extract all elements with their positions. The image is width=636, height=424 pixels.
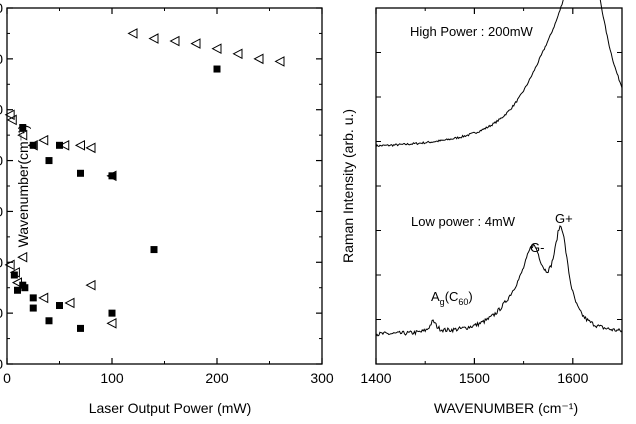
left-ticks: 0 100 200 300 1540 1550 1560 1570 1580 1590 1600 16… bbox=[0, 0, 334, 386]
data-point-triangle bbox=[17, 129, 28, 141]
left-y-tick-label: 1610 bbox=[0, 0, 3, 16]
right-x-tick-label: 1600 bbox=[557, 370, 588, 386]
annotation-ag-main: A bbox=[431, 289, 440, 304]
spectrum-line-low-power bbox=[375, 225, 623, 337]
data-point-triangle bbox=[274, 56, 285, 67]
data-point-square bbox=[108, 172, 116, 180]
data-point-square bbox=[14, 286, 21, 294]
data-point-square bbox=[213, 65, 221, 73]
data-point-square bbox=[150, 246, 158, 254]
data-point-triangle bbox=[253, 53, 264, 65]
data-point-triangle bbox=[64, 297, 75, 309]
data-point-triangle bbox=[11, 277, 22, 288]
data-point-triangle bbox=[17, 251, 28, 263]
annotation-g-plus: G+ bbox=[555, 211, 573, 226]
data-point-triangle bbox=[148, 33, 159, 44]
data-point-square bbox=[56, 302, 63, 310]
data-point-triangle bbox=[127, 28, 138, 39]
left-y-tick-label: 1550 bbox=[0, 305, 3, 321]
annotation-g-minus: G- bbox=[530, 240, 544, 255]
data-point-square bbox=[108, 309, 116, 317]
left-y-axis-label: Wavenumber(cm⁻¹) bbox=[15, 125, 31, 248]
data-point-triangle bbox=[38, 292, 49, 304]
data-point-triangle bbox=[38, 134, 49, 146]
data-point-square bbox=[21, 284, 29, 292]
data-point-square bbox=[77, 324, 84, 332]
data-point-triangle bbox=[74, 139, 85, 151]
annotation-ag-sub: g bbox=[440, 297, 445, 307]
left-points bbox=[4, 28, 285, 332]
data-point-triangle bbox=[9, 267, 20, 278]
left-x-tick-label: 0 bbox=[3, 370, 11, 386]
data-point-triangle bbox=[4, 259, 15, 271]
data-point-triangle bbox=[6, 114, 17, 126]
data-point-triangle bbox=[85, 279, 96, 291]
data-point-triangle bbox=[211, 43, 222, 55]
left-x-tick-label: 100 bbox=[100, 370, 124, 386]
data-point-square bbox=[29, 294, 37, 302]
data-point-triangle bbox=[59, 139, 70, 151]
right-x-tick-label: 1500 bbox=[459, 370, 490, 386]
left-y-tick-label: 1570 bbox=[0, 203, 3, 219]
data-point-square bbox=[10, 271, 18, 279]
data-point-triangle bbox=[85, 142, 96, 154]
left-y-tick-label: 1560 bbox=[0, 254, 3, 270]
data-point-triangle bbox=[190, 38, 201, 49]
left-y-tick-label: 1590 bbox=[0, 102, 3, 118]
right-chart: 1400 1500 1600 High Power : 200mW Low powe… bbox=[340, 0, 623, 416]
annotation-ag-end: ) bbox=[468, 289, 472, 304]
right-x-axis-label: WAVENUMBER (cm⁻¹) bbox=[434, 400, 578, 416]
data-point-square bbox=[77, 169, 84, 177]
spectrum-line-high-power bbox=[375, 0, 623, 148]
data-point-square bbox=[29, 141, 37, 149]
data-point-square bbox=[45, 157, 53, 165]
left-x-tick-label: 200 bbox=[205, 370, 229, 386]
data-point-triangle bbox=[169, 35, 180, 47]
legend-high-power: High Power : 200mW bbox=[410, 24, 534, 39]
right-plot-frame bbox=[375, 7, 623, 365]
right-ticks: 1400 1500 1600 bbox=[360, 8, 622, 386]
data-point-square bbox=[19, 124, 27, 132]
data-point-triangle bbox=[4, 109, 15, 121]
data-point-triangle bbox=[27, 139, 38, 151]
annotation-ag-c60: Ag(C60) bbox=[431, 289, 473, 307]
annotation-ag-sub60: 60 bbox=[458, 297, 468, 307]
data-point-square bbox=[45, 317, 53, 325]
left-chart: 0 100 200 300 1540 1550 1560 1570 1580 1590 1600 16… bbox=[0, 0, 334, 416]
data-point-triangle bbox=[232, 48, 243, 60]
annotation-ag-mid: (C bbox=[445, 289, 459, 304]
left-y-tick-label: 1600 bbox=[0, 51, 3, 67]
data-point-square bbox=[29, 304, 37, 312]
legend-low-power: Low power : 4mW bbox=[411, 214, 516, 229]
right-x-tick-label: 1400 bbox=[360, 370, 391, 386]
right-y-axis-label: Raman Intensity (arb. u.) bbox=[340, 109, 356, 263]
left-x-axis-label: Laser Output Power (mW) bbox=[89, 400, 252, 416]
left-y-tick-label: 1540 bbox=[0, 356, 3, 372]
left-y-tick-label: 1580 bbox=[0, 153, 3, 169]
left-x-tick-label: 300 bbox=[310, 370, 334, 386]
data-point-triangle bbox=[106, 170, 117, 182]
data-point-triangle bbox=[106, 317, 117, 329]
